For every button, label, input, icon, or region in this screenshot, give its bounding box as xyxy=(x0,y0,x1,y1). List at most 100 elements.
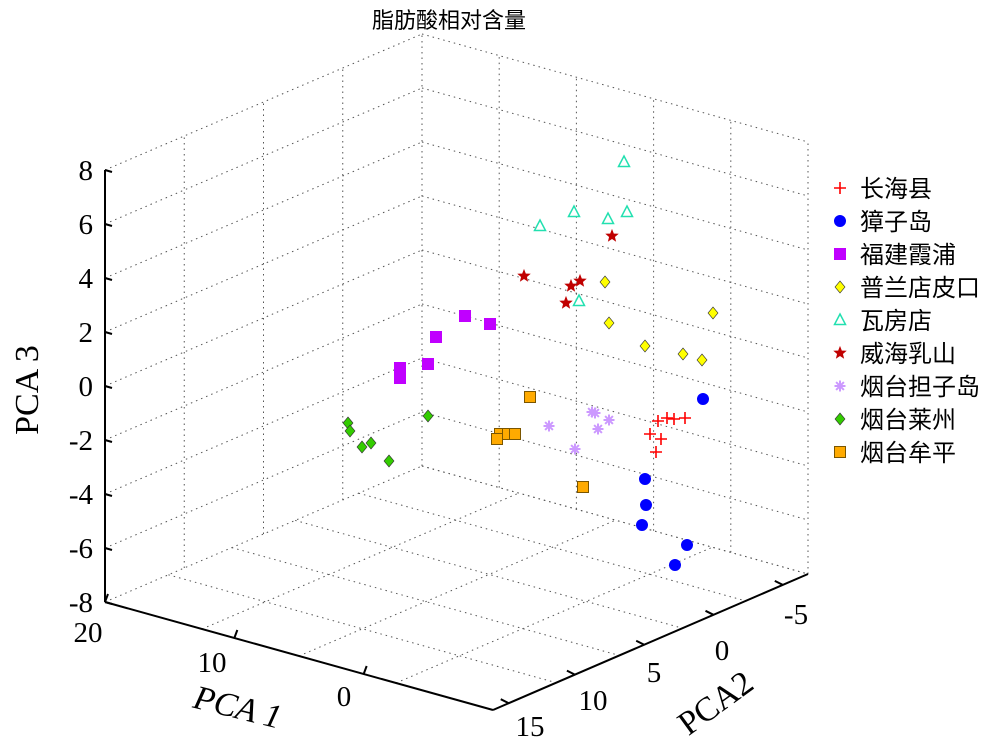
x-axis-line xyxy=(104,601,494,711)
data-point xyxy=(524,391,536,403)
data-point xyxy=(344,424,356,438)
z-tick-label: -8 xyxy=(69,587,93,619)
data-point xyxy=(589,407,601,419)
data-points xyxy=(342,154,719,571)
gridline xyxy=(421,33,809,143)
x-tick-label: 10 xyxy=(198,647,227,679)
series-7 xyxy=(543,406,615,455)
z-tick-label: -4 xyxy=(69,479,94,511)
data-point xyxy=(677,347,689,361)
z-tick-mark xyxy=(104,493,113,497)
x-tick-mark xyxy=(104,593,109,603)
z-tick-mark xyxy=(104,331,113,335)
data-point xyxy=(422,409,434,423)
series-5 xyxy=(533,154,634,307)
data-point xyxy=(484,318,496,330)
gridline xyxy=(104,303,423,441)
x-axis-label: PCA 1 xyxy=(189,679,285,737)
data-point xyxy=(559,295,573,309)
y-tick-mark xyxy=(500,698,510,705)
gridline xyxy=(168,574,557,684)
series-9 xyxy=(491,391,589,493)
data-point xyxy=(517,268,531,282)
z-tick-mark xyxy=(104,169,113,173)
z-tick-mark xyxy=(104,385,113,389)
data-point xyxy=(655,433,667,445)
gridline xyxy=(104,195,423,333)
series-2 xyxy=(636,393,709,571)
legend-item: 烟台担子岛 xyxy=(834,373,980,401)
gridline xyxy=(231,547,620,657)
gridline xyxy=(298,519,617,657)
data-point xyxy=(650,446,662,458)
data-point xyxy=(422,358,434,370)
series-1 xyxy=(644,412,691,458)
z-tick-mark xyxy=(104,547,113,551)
gridline xyxy=(358,492,747,602)
legend-label: 獐子岛 xyxy=(860,208,932,236)
legend-label: 烟台莱州 xyxy=(860,406,956,434)
data-point xyxy=(573,273,587,287)
y-tick-mark xyxy=(705,609,714,616)
legend-label: 瓦房店 xyxy=(860,307,932,335)
y-tick-label: 15 xyxy=(516,711,545,743)
z-tick-label: -6 xyxy=(69,533,93,565)
data-point xyxy=(564,278,578,292)
data-point xyxy=(669,559,681,571)
data-point xyxy=(652,415,664,427)
gridline xyxy=(104,465,423,603)
gridline xyxy=(104,141,423,279)
data-point xyxy=(661,412,673,424)
axes xyxy=(104,169,809,711)
legend-item: 烟台牟平 xyxy=(834,439,956,467)
data-point xyxy=(394,372,406,384)
series-8 xyxy=(342,409,434,468)
z-tick-mark xyxy=(104,223,113,227)
legend-label: 威海乳山 xyxy=(860,340,956,368)
gridline xyxy=(421,465,809,575)
y-tick-label: 5 xyxy=(647,657,662,689)
data-point xyxy=(394,362,406,374)
data-point xyxy=(430,331,442,343)
x-tick-label: 0 xyxy=(337,681,352,713)
data-point xyxy=(696,353,708,367)
gridline xyxy=(295,519,684,629)
data-point xyxy=(681,539,693,551)
z-tick-label: -2 xyxy=(69,425,93,457)
series-4 xyxy=(599,275,719,367)
data-point xyxy=(640,499,652,511)
gridline xyxy=(201,492,520,630)
legend-item: 威海乳山 xyxy=(833,340,956,368)
data-point xyxy=(572,293,586,307)
gridline xyxy=(395,546,714,684)
legend-label: 烟台担子岛 xyxy=(860,373,980,401)
legend-item: 瓦房店 xyxy=(833,307,932,335)
gridline xyxy=(421,357,809,467)
legend-label: 普兰店皮口 xyxy=(860,274,980,302)
data-point xyxy=(603,414,615,426)
legend-item: 长海县 xyxy=(834,175,932,203)
data-point xyxy=(697,393,709,405)
series-3 xyxy=(394,310,496,384)
data-point xyxy=(365,436,377,450)
legend-item: 普兰店皮口 xyxy=(834,274,980,302)
gridline xyxy=(421,249,809,359)
data-point xyxy=(569,443,581,455)
data-point xyxy=(599,275,611,289)
y-tick-label: 10 xyxy=(579,685,608,717)
data-point xyxy=(459,310,471,322)
data-point xyxy=(577,481,589,493)
data-point xyxy=(636,519,648,531)
data-point xyxy=(592,423,604,435)
data-point xyxy=(707,306,719,320)
gridline xyxy=(421,411,809,521)
legend-label: 福建霞浦 xyxy=(860,241,956,269)
x-tick-mark xyxy=(233,629,239,639)
chart-title: 脂肪酸相对含量 xyxy=(372,9,526,34)
data-point xyxy=(567,204,581,218)
gridline xyxy=(104,411,423,549)
data-point xyxy=(356,440,368,454)
